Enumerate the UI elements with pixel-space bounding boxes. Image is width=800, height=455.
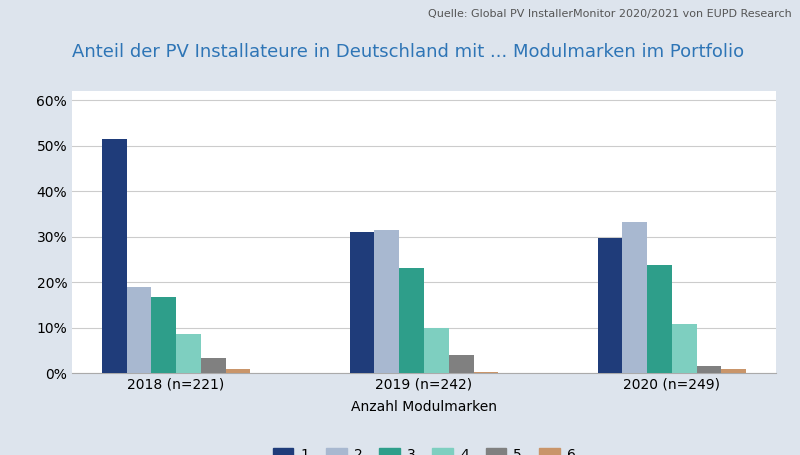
Bar [399, 268, 424, 373]
Bar [449, 355, 474, 373]
Bar [647, 265, 672, 373]
Text: Quelle: Global PV InstallerMonitor 2020/2021 von EUPD Research: Quelle: Global PV InstallerMonitor 2020/… [428, 9, 792, 19]
Bar [474, 372, 498, 373]
Bar [374, 230, 399, 373]
X-axis label: Anzahl Modulmarken: Anzahl Modulmarken [351, 400, 497, 415]
Bar [226, 369, 250, 373]
Bar [350, 232, 374, 373]
Bar [672, 324, 697, 373]
Bar [424, 328, 449, 373]
Bar [151, 297, 176, 373]
Text: Anteil der PV Installateure in Deutschland mit ... Modulmarken im Portfolio: Anteil der PV Installateure in Deutschla… [72, 43, 744, 61]
Bar [622, 222, 647, 373]
Bar [176, 334, 201, 373]
Legend: 1, 2, 3, 4, 5, 6: 1, 2, 3, 4, 5, 6 [267, 442, 581, 455]
Bar [126, 287, 151, 373]
Bar [598, 238, 622, 373]
Bar [201, 358, 226, 373]
Bar [697, 366, 722, 373]
Bar [102, 139, 126, 373]
Bar [722, 369, 746, 373]
